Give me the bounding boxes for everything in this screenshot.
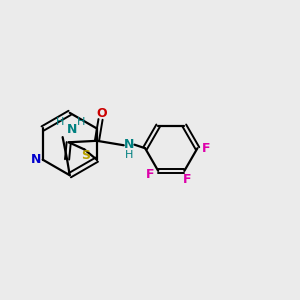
Text: F: F <box>146 168 154 181</box>
Text: F: F <box>202 142 210 155</box>
Text: H: H <box>125 150 133 160</box>
Text: N: N <box>31 153 41 166</box>
Text: H: H <box>77 117 85 127</box>
Text: F: F <box>182 173 191 186</box>
Text: S: S <box>81 149 90 163</box>
Text: O: O <box>97 107 107 120</box>
Text: N: N <box>67 123 77 136</box>
Text: H: H <box>56 117 64 127</box>
Text: N: N <box>124 138 134 151</box>
